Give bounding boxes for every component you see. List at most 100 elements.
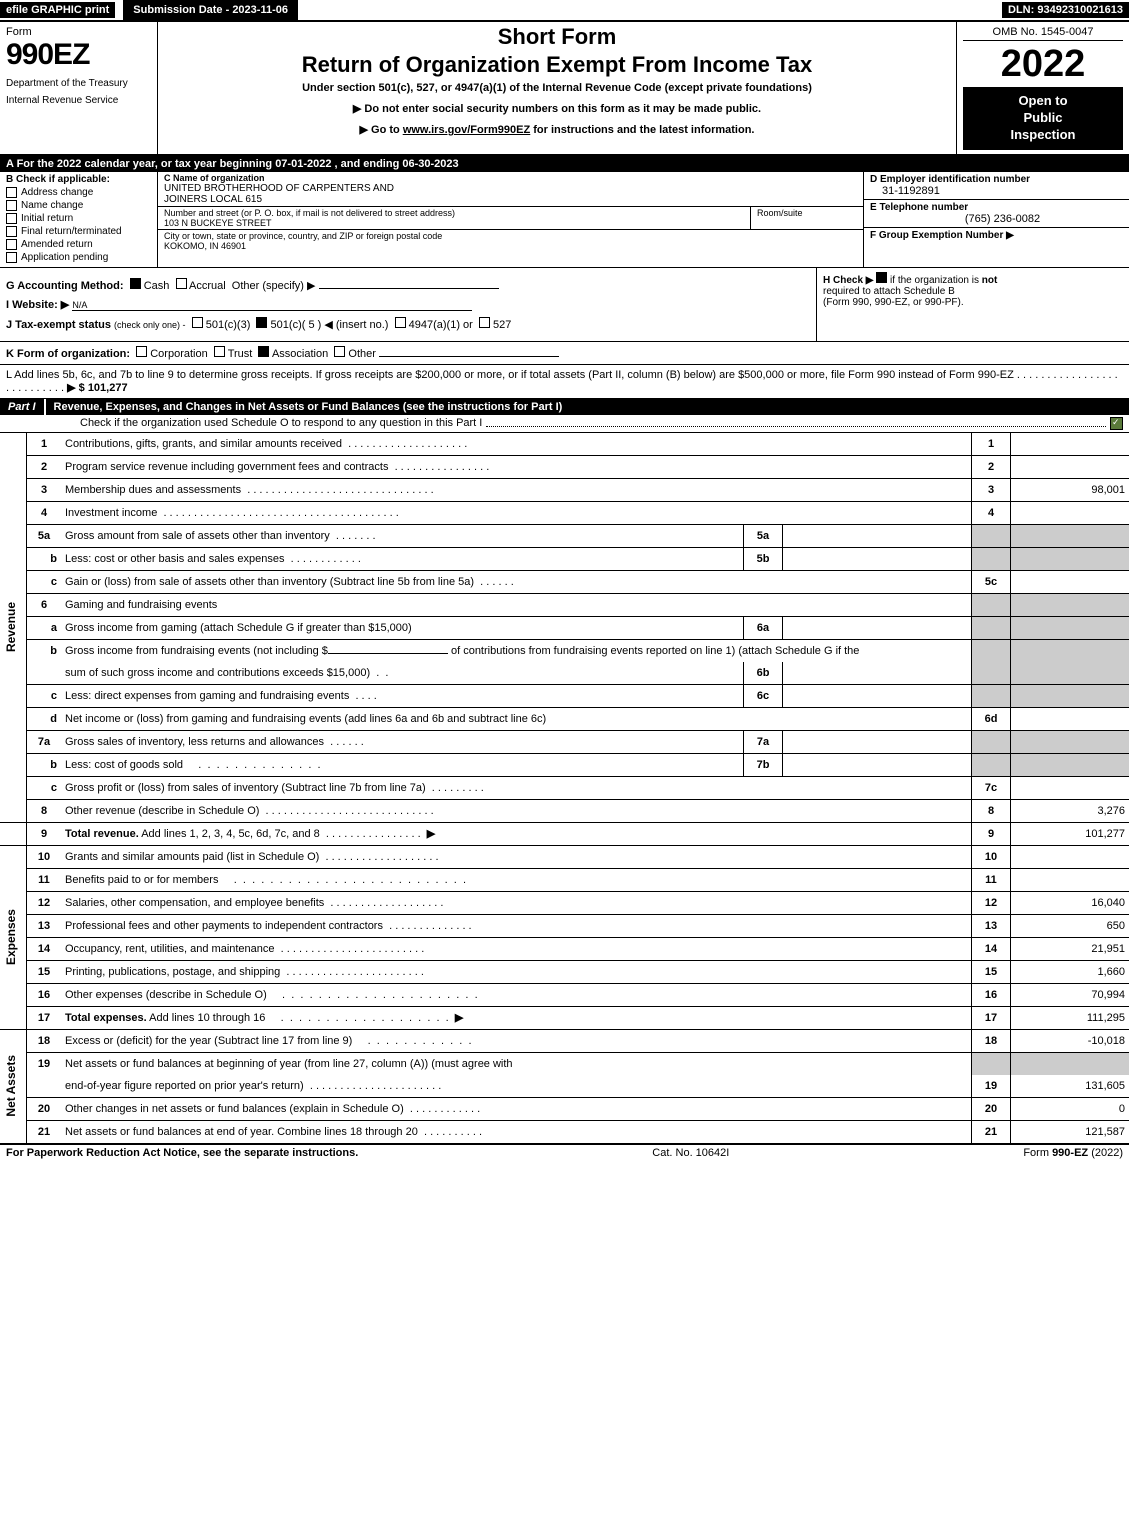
- c-city-label: City or town, state or province, country…: [164, 231, 442, 241]
- row-21: 21 Net assets or fund balances at end of…: [0, 1120, 1129, 1143]
- row-18: Net Assets 18 Excess or (deficit) for th…: [0, 1029, 1129, 1052]
- dept-treasury: Department of the Treasury: [6, 78, 151, 89]
- col-c: C Name of organization UNITED BROTHERHOO…: [158, 172, 864, 267]
- form-header: Form 990EZ Department of the Treasury In…: [0, 22, 1129, 156]
- row-13: 13 Professional fees and other payments …: [0, 914, 1129, 937]
- row-1: Revenue 1 Contributions, gifts, grants, …: [0, 433, 1129, 456]
- irs-link[interactable]: www.irs.gov/Form990EZ: [403, 124, 530, 136]
- cb-schedule-o[interactable]: [1110, 417, 1123, 430]
- efile-print-label[interactable]: efile GRAPHIC print: [0, 2, 115, 18]
- row-16: 16 Other expenses (describe in Schedule …: [0, 983, 1129, 1006]
- section-bcdef: B Check if applicable: Address change Na…: [0, 172, 1129, 268]
- row-4: 4 Investment income . . . . . . . . . . …: [0, 501, 1129, 524]
- g-label: G Accounting Method:: [6, 280, 124, 292]
- open-3: Inspection: [967, 127, 1119, 144]
- d-row: D Employer identification number 31-1192…: [864, 172, 1129, 200]
- header-center: Short Form Return of Organization Exempt…: [158, 22, 957, 154]
- form-number: 990EZ: [6, 38, 151, 72]
- row-20: 20 Other changes in net assets or fund b…: [0, 1097, 1129, 1120]
- c-name-2: JOINERS LOCAL 615: [164, 194, 262, 205]
- c-addr-val: 103 N BUCKEYE STREET: [164, 218, 272, 228]
- f-label: F Group Exemption Number ▶: [870, 230, 1014, 241]
- part1-sub-text: Check if the organization used Schedule …: [80, 417, 482, 430]
- c-name-label: C Name of organization: [164, 173, 265, 183]
- j-sub: (check only one) -: [114, 320, 186, 330]
- form-label: Form: [6, 26, 151, 38]
- h-t4: (Form 990, 990-EZ, or 990-PF).: [823, 297, 964, 308]
- cb-address-change[interactable]: Address change: [6, 187, 151, 198]
- instr-link-line: ▶ Go to www.irs.gov/Form990EZ for instru…: [164, 123, 950, 136]
- instr-post: for instructions and the latest informat…: [530, 124, 754, 136]
- instr-pre: ▶ Go to: [360, 124, 403, 136]
- row-7b: b Less: cost of goods sold . . . . . . .…: [0, 753, 1129, 776]
- e-row: E Telephone number (765) 236-0082: [864, 200, 1129, 228]
- cb-application-pending[interactable]: Application pending: [6, 252, 151, 263]
- row-2: 2 Program service revenue including gove…: [0, 455, 1129, 478]
- c-name-1: UNITED BROTHERHOOD OF CARPENTERS AND: [164, 183, 394, 194]
- e-label: E Telephone number: [870, 202, 968, 213]
- c-room-box: Room/suite: [751, 207, 863, 229]
- b-title: B Check if applicable:: [6, 174, 151, 185]
- footer-catno: Cat. No. 10642I: [652, 1147, 729, 1159]
- side-expenses: Expenses: [0, 845, 27, 1029]
- cb-h[interactable]: [876, 272, 887, 283]
- row-11: 11 Benefits paid to or for members . . .…: [0, 868, 1129, 891]
- 6b-amount-input[interactable]: [328, 653, 448, 654]
- row-14: 14 Occupancy, rent, utilities, and maint…: [0, 937, 1129, 960]
- header-left: Form 990EZ Department of the Treasury In…: [0, 22, 158, 154]
- h-t2: if the organization is: [890, 275, 982, 286]
- cb-assoc[interactable]: [258, 346, 269, 357]
- tax-year: 2022: [963, 45, 1123, 83]
- c-addr-box: Number and street (or P. O. box, if mail…: [158, 207, 751, 229]
- row-7a: 7a Gross sales of inventory, less return…: [0, 730, 1129, 753]
- lines-table: Revenue 1 Contributions, gifts, grants, …: [0, 433, 1129, 1144]
- cb-amended-return[interactable]: Amended return: [6, 239, 151, 250]
- cb-accrual[interactable]: [176, 278, 187, 289]
- row-6a: a Gross income from gaming (attach Sched…: [0, 616, 1129, 639]
- cb-final-return[interactable]: Final return/terminated: [6, 226, 151, 237]
- cb-other-org[interactable]: [334, 346, 345, 357]
- cb-501c3[interactable]: [192, 317, 203, 328]
- part1-header: Part I Revenue, Expenses, and Changes in…: [0, 399, 1129, 415]
- footer: For Paperwork Reduction Act Notice, see …: [0, 1144, 1129, 1161]
- d-label: D Employer identification number: [870, 174, 1030, 185]
- cb-4947[interactable]: [395, 317, 406, 328]
- dln-label: DLN: 93492310021613: [1002, 2, 1129, 18]
- row-5b: b Less: cost or other basis and sales ex…: [0, 547, 1129, 570]
- row-12: 12 Salaries, other compensation, and emp…: [0, 891, 1129, 914]
- cb-corp[interactable]: [136, 346, 147, 357]
- ghij-left: G Accounting Method: Cash Accrual Other …: [0, 268, 816, 341]
- col-b: B Check if applicable: Address change Na…: [0, 172, 158, 267]
- row-17: 17 Total expenses. Add lines 10 through …: [0, 1006, 1129, 1029]
- row-3: 3 Membership dues and assessments . . . …: [0, 478, 1129, 501]
- j-label: J Tax-exempt status: [6, 319, 111, 331]
- h-box: H Check ▶ if the organization is not req…: [816, 268, 1129, 341]
- footer-right: Form 990-EZ (2022): [1023, 1147, 1123, 1159]
- cb-initial-return[interactable]: Initial return: [6, 213, 151, 224]
- row-6: 6 Gaming and fundraising events: [0, 593, 1129, 616]
- open-to-public-box: Open to Public Inspection: [963, 87, 1123, 150]
- l-line: L Add lines 5b, 6c, and 7b to line 9 to …: [0, 365, 1129, 399]
- website-val: N/A: [72, 300, 472, 311]
- cb-trust[interactable]: [214, 346, 225, 357]
- i-line: I Website: ▶ N/A: [6, 298, 810, 311]
- return-title: Return of Organization Exempt From Incom…: [164, 52, 950, 78]
- cb-527[interactable]: [479, 317, 490, 328]
- cb-cash[interactable]: [130, 278, 141, 289]
- part1-title: Revenue, Expenses, and Changes in Net As…: [46, 399, 1129, 415]
- k-other-input[interactable]: [379, 356, 559, 357]
- part1-sub: Check if the organization used Schedule …: [0, 415, 1129, 433]
- cb-501c[interactable]: [256, 317, 267, 328]
- row-8: 8 Other revenue (describe in Schedule O)…: [0, 799, 1129, 822]
- side-netassets: Net Assets: [0, 1029, 27, 1143]
- j-line: J Tax-exempt status (check only one) - 5…: [6, 317, 810, 331]
- cb-name-change[interactable]: Name change: [6, 200, 151, 211]
- top-bar: efile GRAPHIC print Submission Date - 20…: [0, 0, 1129, 22]
- l-text: L Add lines 5b, 6c, and 7b to line 9 to …: [6, 369, 1014, 381]
- other-specify-input[interactable]: [319, 288, 499, 289]
- header-right: OMB No. 1545-0047 2022 Open to Public In…: [957, 22, 1129, 154]
- c-name-box: C Name of organization UNITED BROTHERHOO…: [158, 172, 863, 207]
- row-5c: c Gain or (loss) from sale of assets oth…: [0, 570, 1129, 593]
- row-9: 9 Total revenue. Add lines 1, 2, 3, 4, 5…: [0, 822, 1129, 845]
- row-6c: c Less: direct expenses from gaming and …: [0, 684, 1129, 707]
